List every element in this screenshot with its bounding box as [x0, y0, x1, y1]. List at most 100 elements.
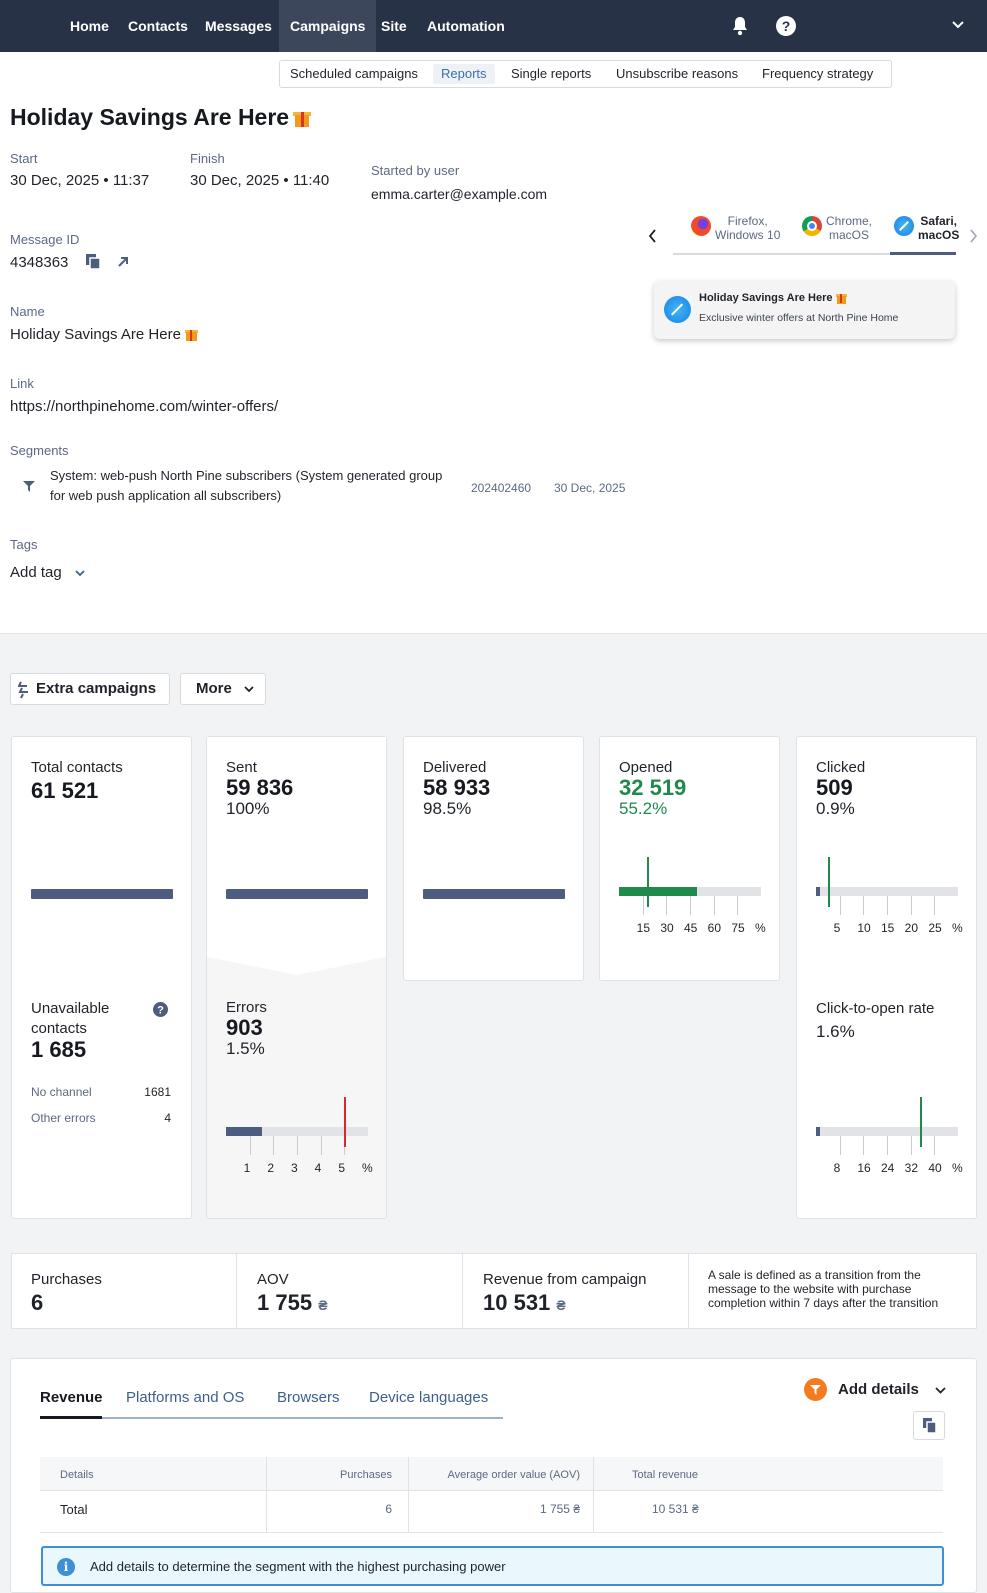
- more-button[interactable]: More: [180, 673, 266, 705]
- chevron-down-icon[interactable]: [952, 21, 964, 29]
- bell-icon[interactable]: [731, 16, 749, 36]
- gift-icon: [836, 292, 848, 304]
- chevron-left-icon[interactable]: [648, 229, 657, 243]
- revenue-metric: Revenue from campaign 10 531 ₴: [462, 1253, 689, 1329]
- errors-label: Errors: [226, 999, 267, 1016]
- nav-contacts[interactable]: Contacts: [128, 18, 188, 34]
- other-errors-label: Other errors: [31, 1111, 96, 1125]
- svg-text:?: ?: [782, 18, 791, 34]
- col-aov: Average order value (AOV): [447, 1469, 580, 1481]
- gauge-tick-label: 10: [857, 921, 871, 935]
- col-total-revenue: Total revenue: [632, 1469, 699, 1481]
- chevron-down-icon[interactable]: [935, 1387, 946, 1394]
- total-contacts-value: 61 521: [31, 778, 99, 803]
- chevron-down-icon[interactable]: [75, 570, 85, 577]
- aov-value: 1 755 ₴: [257, 1290, 328, 1315]
- aov-label: AOV: [257, 1271, 289, 1288]
- gauge-tick-label: 2: [267, 1161, 275, 1175]
- help-icon[interactable]: ?: [776, 16, 796, 36]
- gift-icon: [184, 328, 198, 341]
- unavailable-contacts-value: 1 685: [31, 1037, 87, 1062]
- other-errors-value: 4: [164, 1111, 171, 1125]
- copy-icon: [923, 1418, 936, 1433]
- gauge-tick-label: 4: [314, 1161, 322, 1175]
- chevron-right-icon[interactable]: [969, 229, 978, 243]
- delivered-value: 58 933: [423, 775, 491, 800]
- segments-label: Segments: [10, 443, 69, 458]
- subnav-unsubscribe-reasons[interactable]: Unsubscribe reasons: [616, 66, 739, 81]
- nav-campaigns[interactable]: Campaigns: [279, 0, 377, 52]
- browser-tab-safari[interactable]: Safari, macOS: [888, 210, 959, 252]
- gauge-track: [816, 1127, 958, 1136]
- table-row: [40, 1491, 943, 1533]
- add-tag-dropdown[interactable]: Add tag: [10, 564, 62, 581]
- help-icon[interactable]: ?: [153, 1002, 168, 1017]
- gauge-tick: [642, 896, 644, 915]
- gauge-tick-label: 24: [881, 1161, 895, 1175]
- nav-site[interactable]: Site: [381, 18, 407, 34]
- nav-messages[interactable]: Messages: [205, 18, 272, 34]
- tab-revenue[interactable]: Revenue: [40, 1389, 103, 1406]
- revenue-label: Revenue from campaign: [483, 1271, 647, 1288]
- subnav-scheduled[interactable]: Scheduled campaigns: [290, 66, 418, 81]
- gauge-track: [816, 887, 958, 896]
- gauge-tick-label: %: [952, 1161, 963, 1175]
- errors-gauge: 1 2 3 4 5%: [226, 1097, 373, 1187]
- segment-name[interactable]: System: web-push North Pine subscribers …: [50, 468, 443, 503]
- col-purchases: Purchases: [340, 1469, 392, 1481]
- filter-icon[interactable]: [804, 1378, 827, 1401]
- copy-table-button[interactable]: [913, 1411, 945, 1440]
- started-by-value: emma.carter@example.com: [371, 186, 548, 202]
- add-details-button[interactable]: Add details: [838, 1381, 919, 1398]
- gauge-tick: [910, 1136, 912, 1155]
- subnav-reports[interactable]: Reports: [433, 64, 495, 84]
- gauge-tick: [320, 1136, 322, 1155]
- lightning-icon: [18, 681, 28, 699]
- gauge-tick-label: 15: [881, 921, 895, 935]
- clicked-value: 509: [816, 775, 853, 800]
- info-icon: i: [57, 1558, 75, 1576]
- browser-tab-firefox[interactable]: Firefox, Windows 10: [685, 210, 789, 252]
- link-value[interactable]: https://northpinehome.com/winter-offers/: [10, 398, 279, 415]
- tab-browsers[interactable]: Browsers: [277, 1389, 340, 1406]
- gauge-fill: [816, 1127, 821, 1136]
- gauge-tick: [887, 1136, 888, 1155]
- opened-card: Opened 32 519 55.2% 15 30 45 60 75%: [599, 736, 780, 981]
- gauge-tick-label: 40: [928, 1161, 942, 1175]
- opened-value: 32 519: [619, 775, 687, 800]
- preview-body: Exclusive winter offers at North Pine Ho…: [699, 312, 899, 324]
- gauge-tick-label: 15: [636, 921, 651, 935]
- errors-value: 903: [226, 1015, 263, 1040]
- gauge-tick: [249, 1136, 251, 1155]
- aov-metric: AOV 1 755 ₴: [236, 1253, 463, 1329]
- browser-tabs-track: [673, 253, 955, 255]
- nav-home[interactable]: Home: [70, 18, 109, 34]
- firefox-icon: [691, 216, 711, 236]
- preview-title: Holiday Savings Are Here: [699, 292, 848, 304]
- tab-device-languages[interactable]: Device languages: [369, 1389, 489, 1406]
- gauge-tick-label: 75: [731, 921, 745, 935]
- external-link-icon[interactable]: [117, 256, 129, 268]
- nav-automation[interactable]: Automation: [427, 18, 505, 34]
- copy-icon[interactable]: [86, 254, 101, 270]
- gauge-tick-label: 5: [338, 1161, 346, 1175]
- browser-tab-chrome[interactable]: Chrome, macOS: [796, 210, 888, 252]
- tab-platforms-os[interactable]: Platforms and OS: [126, 1389, 245, 1406]
- gauge-tick: [934, 1136, 936, 1155]
- tags-label: Tags: [10, 537, 38, 552]
- unavailable-contacts-label: Unavailable contacts: [31, 1000, 110, 1037]
- subnav-single-reports[interactable]: Single reports: [511, 66, 592, 81]
- segment-id: 202402460: [471, 481, 532, 495]
- extra-campaigns-button[interactable]: Extra campaigns: [10, 673, 170, 705]
- opened-label: Opened: [619, 759, 673, 776]
- browser-tab-indicator: [890, 252, 956, 255]
- subnav-frequency-strategy[interactable]: Frequency strategy: [762, 66, 874, 81]
- gauge-fill: [816, 887, 820, 896]
- row-purchases: 6: [385, 1502, 392, 1516]
- delivered-card: Delivered 58 933 98.5%: [403, 736, 584, 981]
- total-contacts-bar: [31, 889, 173, 899]
- chrome-icon: [802, 216, 822, 236]
- delivered-bar: [423, 889, 565, 899]
- gauge-tick: [690, 896, 691, 915]
- gauge-tick: [297, 1136, 298, 1155]
